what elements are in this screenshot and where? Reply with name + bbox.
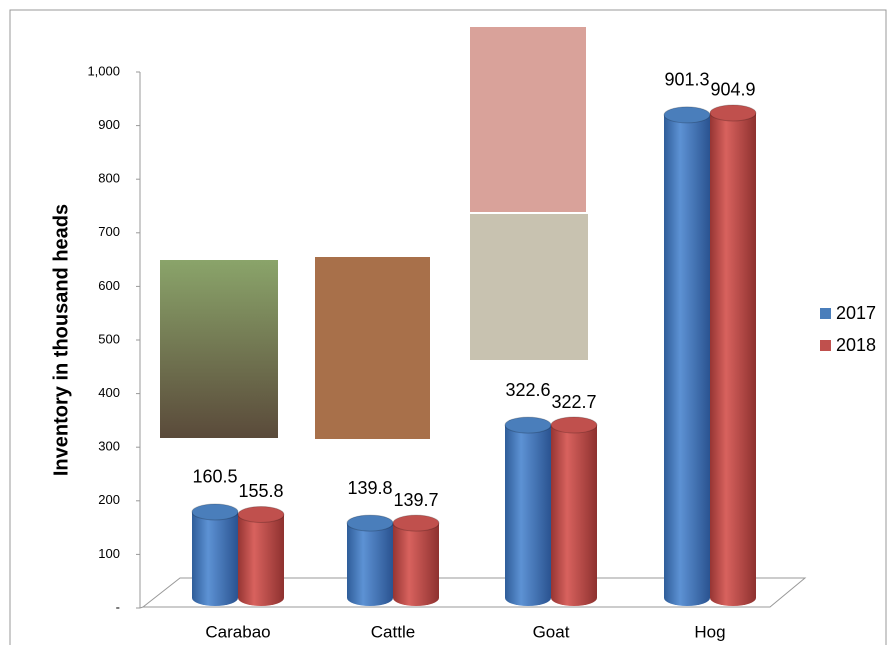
bar xyxy=(238,514,284,606)
value-label: 139.7 xyxy=(393,490,438,510)
bar-top xyxy=(191,503,239,521)
value-label: 160.5 xyxy=(192,467,237,487)
y-tick-label: 400 xyxy=(98,385,120,400)
y-tick-label: 1,000 xyxy=(87,63,120,78)
y-tick-label: 200 xyxy=(98,492,120,507)
photo-carabao xyxy=(160,260,278,438)
bar xyxy=(347,523,393,606)
legend-label: 2018 xyxy=(836,335,876,355)
bar-top xyxy=(663,106,711,124)
y-tick-label: 600 xyxy=(98,278,120,293)
legend-swatch xyxy=(820,308,831,319)
photo-hog xyxy=(470,27,586,212)
bar-top xyxy=(504,416,552,434)
bar-top xyxy=(550,416,598,434)
y-tick-label: 500 xyxy=(98,331,120,346)
y-tick-label: 300 xyxy=(98,439,120,454)
value-label: 155.8 xyxy=(238,481,283,501)
bar xyxy=(664,114,710,606)
value-label: 901.3 xyxy=(664,70,709,90)
photo-cattle xyxy=(315,257,430,439)
x-tick-label: Cattle xyxy=(371,622,415,641)
y-tick-label: 800 xyxy=(98,171,120,186)
bar xyxy=(505,425,551,606)
bar-top xyxy=(346,514,394,532)
x-tick-label: Goat xyxy=(533,622,570,641)
y-axis-title: Inventory in thousand heads xyxy=(50,204,72,476)
bar-top xyxy=(237,505,285,523)
y-tick-label: 700 xyxy=(98,224,120,239)
axis-join xyxy=(139,606,144,609)
floor xyxy=(141,577,807,608)
bar xyxy=(551,425,597,606)
bar xyxy=(192,511,238,606)
x-tick-label: Hog xyxy=(694,622,725,641)
bar xyxy=(393,523,439,606)
legend-swatch xyxy=(820,340,831,351)
photo-goat xyxy=(470,214,588,360)
y-tick-label: 900 xyxy=(98,117,120,132)
y-tick-label: - xyxy=(116,599,120,614)
value-label: 139.8 xyxy=(347,478,392,498)
value-label: 322.7 xyxy=(551,392,596,412)
value-label: 904.9 xyxy=(710,80,755,100)
bar xyxy=(710,112,756,606)
bar-top xyxy=(709,104,757,122)
value-label: 322.6 xyxy=(505,380,550,400)
bar-top xyxy=(392,514,440,532)
x-tick-label: Carabao xyxy=(205,622,270,641)
frame xyxy=(9,9,887,650)
legend-label: 2017 xyxy=(836,303,876,323)
y-tick-label: 100 xyxy=(98,546,120,561)
